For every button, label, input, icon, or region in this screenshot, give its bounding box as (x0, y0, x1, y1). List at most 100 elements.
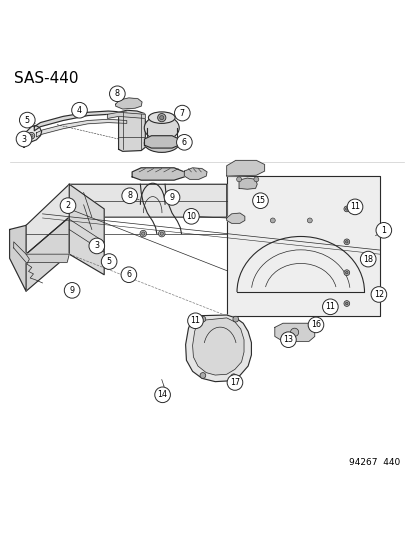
Text: 15: 15 (255, 196, 265, 205)
Polygon shape (34, 111, 126, 131)
Text: 16: 16 (310, 320, 320, 329)
Circle shape (370, 287, 386, 302)
Polygon shape (69, 184, 104, 274)
Polygon shape (107, 112, 145, 118)
Circle shape (236, 177, 241, 182)
Text: 8: 8 (127, 191, 132, 200)
Circle shape (141, 232, 145, 235)
Circle shape (345, 240, 347, 243)
Circle shape (252, 193, 268, 208)
Circle shape (345, 271, 347, 274)
Circle shape (307, 317, 323, 333)
Circle shape (160, 232, 163, 235)
Circle shape (375, 222, 391, 238)
Text: 8: 8 (114, 90, 120, 98)
Circle shape (60, 198, 76, 213)
Circle shape (343, 206, 349, 212)
Circle shape (157, 114, 166, 122)
Circle shape (359, 251, 375, 267)
Text: 1: 1 (380, 226, 385, 235)
Polygon shape (115, 98, 142, 109)
Text: 11: 11 (190, 316, 200, 325)
Text: 10: 10 (186, 212, 196, 221)
Circle shape (345, 208, 347, 210)
Circle shape (174, 106, 190, 121)
Polygon shape (226, 176, 379, 316)
Text: 13: 13 (283, 335, 293, 344)
Text: 6: 6 (181, 138, 186, 147)
Ellipse shape (148, 112, 175, 124)
Text: 9: 9 (69, 286, 74, 295)
Circle shape (199, 373, 205, 378)
Circle shape (30, 134, 33, 138)
Circle shape (19, 112, 35, 128)
Polygon shape (132, 168, 184, 180)
Circle shape (101, 254, 116, 269)
Polygon shape (26, 217, 69, 291)
Circle shape (64, 282, 80, 298)
Ellipse shape (144, 116, 179, 140)
Circle shape (270, 218, 275, 223)
Text: 2: 2 (65, 201, 70, 210)
Circle shape (227, 375, 242, 390)
Circle shape (230, 374, 236, 379)
Text: 17: 17 (229, 378, 240, 387)
Polygon shape (9, 225, 26, 291)
Polygon shape (192, 318, 243, 375)
Polygon shape (118, 110, 145, 151)
Circle shape (253, 177, 258, 182)
Polygon shape (184, 168, 206, 179)
Circle shape (28, 132, 35, 139)
Circle shape (164, 190, 179, 205)
Text: 7: 7 (179, 109, 185, 118)
Circle shape (109, 86, 125, 102)
Circle shape (71, 102, 87, 118)
Text: 14: 14 (157, 390, 167, 399)
Circle shape (154, 387, 170, 402)
Circle shape (306, 218, 311, 223)
Circle shape (280, 332, 296, 348)
Circle shape (140, 230, 146, 237)
Text: 11: 11 (349, 203, 359, 212)
Circle shape (121, 267, 136, 282)
Text: 3: 3 (21, 134, 26, 143)
Polygon shape (36, 119, 126, 137)
Polygon shape (26, 184, 226, 254)
Polygon shape (238, 178, 256, 189)
Text: 12: 12 (373, 290, 383, 299)
Text: 5: 5 (25, 116, 30, 125)
Polygon shape (21, 125, 42, 147)
Text: 94267  440: 94267 440 (348, 458, 399, 467)
Polygon shape (274, 323, 314, 341)
Circle shape (199, 316, 205, 322)
Circle shape (121, 188, 137, 204)
Text: 6: 6 (126, 270, 131, 279)
Circle shape (343, 301, 349, 306)
Circle shape (183, 208, 199, 224)
Circle shape (89, 238, 104, 254)
Text: 3: 3 (94, 241, 99, 251)
Polygon shape (226, 160, 264, 176)
Circle shape (187, 313, 203, 329)
Text: 4: 4 (77, 106, 82, 115)
Polygon shape (144, 136, 178, 148)
Circle shape (159, 116, 164, 120)
Circle shape (322, 299, 337, 314)
Text: 11: 11 (325, 302, 335, 311)
Circle shape (16, 131, 32, 147)
Circle shape (158, 230, 165, 237)
Circle shape (345, 302, 347, 305)
Circle shape (343, 270, 349, 276)
Circle shape (347, 199, 362, 215)
Polygon shape (185, 315, 251, 382)
Circle shape (176, 134, 192, 150)
Text: 18: 18 (362, 255, 372, 264)
Circle shape (233, 316, 238, 322)
Polygon shape (226, 213, 244, 223)
Circle shape (290, 328, 298, 336)
Circle shape (343, 239, 349, 245)
Text: SAS-440: SAS-440 (14, 71, 78, 86)
Text: 5: 5 (106, 257, 112, 266)
Text: 9: 9 (169, 193, 174, 202)
Polygon shape (14, 242, 69, 262)
